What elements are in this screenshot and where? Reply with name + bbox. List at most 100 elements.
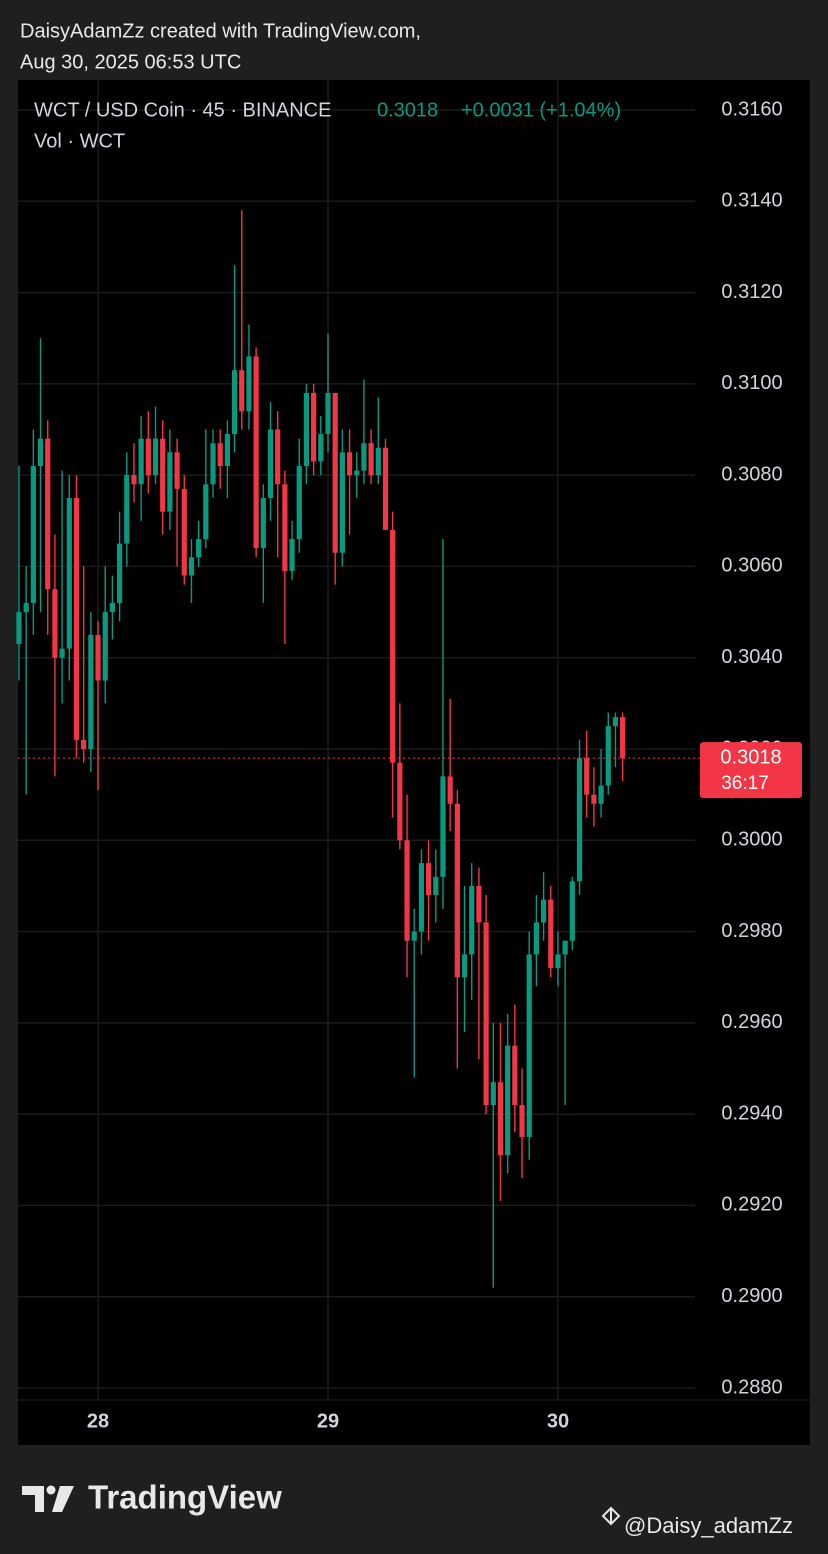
y-tick-label: 0.3060 (721, 555, 782, 577)
x-tick-label: 28 (87, 1410, 109, 1432)
y-tick-label: 0.2940 (721, 1102, 782, 1124)
candle-body (253, 356, 259, 549)
candle-body (476, 885, 482, 923)
x-tick-label: 29 (317, 1410, 339, 1432)
y-tick-label: 0.3140 (721, 190, 782, 212)
candle-body (548, 899, 554, 969)
candle-body (196, 539, 202, 558)
candle-body (188, 557, 195, 576)
candle-body (361, 443, 367, 471)
candle-body (440, 776, 446, 877)
candle-body (260, 497, 266, 549)
last-price: 0.3018 (377, 99, 438, 121)
candle-body (555, 954, 561, 969)
candle-body (526, 954, 532, 1137)
candle-body (231, 370, 238, 435)
brand: TradingView (88, 1479, 282, 1516)
candle-body (81, 739, 87, 749)
candle-body (52, 589, 58, 658)
candle-body (267, 429, 274, 498)
candle-body (418, 863, 425, 932)
candle-body (447, 776, 453, 804)
candle-body (533, 922, 539, 955)
candle-body (461, 954, 468, 978)
price-tag-value: 0.3018 (720, 746, 781, 768)
candle-body (224, 434, 230, 467)
candle-body (620, 717, 626, 759)
candle-body (210, 443, 216, 485)
candle-body (505, 1045, 511, 1156)
tradingview-logo (22, 1485, 74, 1512)
y-tick-label: 0.3100 (721, 372, 782, 394)
candle-body (318, 434, 324, 462)
candle-body (296, 466, 302, 540)
y-tick-label: 0.2920 (721, 1194, 782, 1216)
chart-panel (18, 80, 810, 1445)
handle: @Daisy_adamZz (624, 1513, 793, 1538)
candle-body (239, 370, 245, 412)
candle-body (167, 452, 173, 512)
candle-body (584, 758, 590, 795)
candle-body (217, 443, 223, 467)
candle-body (66, 497, 72, 649)
candle-body (145, 438, 151, 476)
candle-body (576, 758, 583, 882)
candle-body (45, 438, 51, 590)
y-tick-label: 0.3080 (721, 463, 782, 485)
candle-body (23, 602, 29, 613)
candle-body (569, 881, 575, 941)
candle-body (598, 785, 604, 804)
candle-body (160, 438, 166, 512)
candle-body (152, 438, 159, 476)
candle-body (612, 717, 619, 727)
volume-label: Vol · WCT (34, 130, 125, 152)
candle-body (88, 634, 94, 749)
x-tick-label: 30 (547, 1410, 569, 1432)
candle-body (397, 762, 403, 841)
candle-body (30, 466, 36, 603)
y-tick-label: 0.2900 (721, 1285, 782, 1307)
candle-body (73, 497, 80, 740)
y-tick-label: 0.2880 (721, 1376, 782, 1398)
candle-body (469, 885, 475, 955)
plot: 0.3160 0.3140 0.3120 0.3100 0.3080 0.3060 0.30… (16, 80, 810, 1432)
candle-body (282, 484, 288, 571)
candle-body (411, 931, 417, 941)
candle-body (346, 452, 353, 476)
candle-body (512, 1045, 518, 1106)
candle-body (339, 452, 345, 553)
candle-body (116, 543, 123, 603)
candle-body (354, 470, 360, 476)
candle-body (16, 612, 22, 645)
y-tick-label: 0.3120 (721, 281, 782, 303)
y-tick-label: 0.2960 (721, 1011, 782, 1033)
binance-icon (601, 1506, 621, 1526)
candle-body (591, 794, 597, 804)
price-tag (700, 742, 802, 799)
candle-body (562, 940, 568, 955)
symbol-title: WCT / USD Coin · 45 · BINANCE (34, 99, 331, 121)
countdown: 36:17 (721, 773, 769, 794)
candle-body (490, 1082, 496, 1106)
author-line: DaisyAdamZz created with TradingView.com… (20, 20, 421, 42)
price-change: +0.0031 (+1.04%) (461, 99, 621, 121)
candle-body (181, 488, 187, 576)
candle-body (605, 726, 611, 786)
y-tick-label: 0.3000 (721, 829, 782, 851)
y-tick-label: 0.2980 (721, 920, 782, 942)
candle-body (519, 1105, 525, 1137)
candle-body (382, 447, 389, 530)
candle-body (325, 392, 331, 435)
candle-body (275, 429, 281, 485)
candle-body (109, 602, 116, 613)
candle-body (289, 539, 295, 571)
candle-body (174, 452, 180, 489)
candle-body (390, 529, 396, 763)
candle-body (131, 475, 137, 485)
candle-body (332, 392, 338, 553)
candle-body (368, 443, 374, 476)
candle-body (433, 876, 439, 896)
candle-body (375, 447, 381, 476)
candle-body (203, 484, 209, 540)
